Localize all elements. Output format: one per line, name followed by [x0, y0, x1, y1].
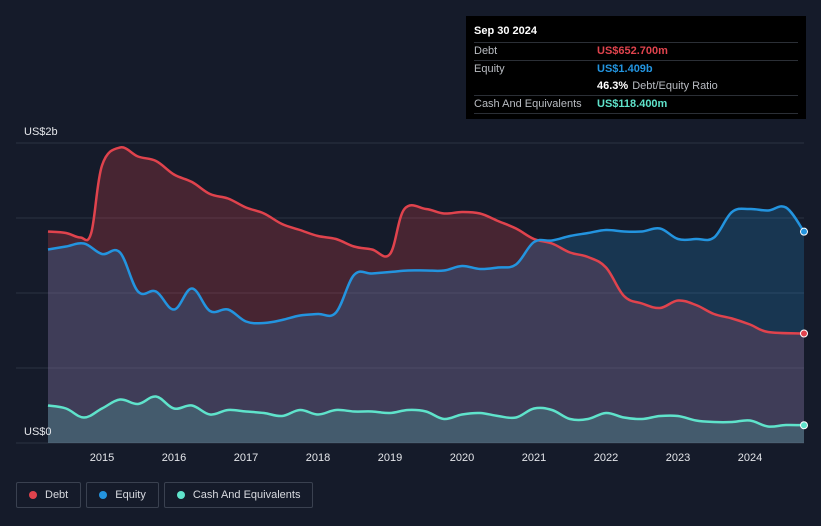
x-tick-2019: 2019: [378, 452, 402, 464]
tooltip-date: Sep 30 2024: [474, 25, 537, 37]
x-tick-2018: 2018: [306, 452, 330, 464]
hover-tooltip: Sep 30 2024 Debt US$652.700m Equity US$1…: [466, 16, 806, 119]
y-axis-bottom-label: US$0: [24, 426, 52, 438]
tooltip-ratio-label: Debt/Equity Ratio: [632, 80, 718, 92]
tooltip-ratio-value: 46.3%: [597, 80, 629, 92]
legend-cash-toggle[interactable]: Cash And Equivalents: [163, 482, 314, 508]
cash-and-equivalents-area: [48, 396, 804, 443]
debt-end-marker: [800, 329, 808, 338]
tooltip-debt-row: Debt US$652.700m: [474, 42, 798, 60]
tooltip-equity-value: US$1.409b: [597, 63, 653, 75]
legend-cash-label: Cash And Equivalents: [192, 489, 301, 501]
tooltip-debt-label: Debt: [474, 45, 498, 57]
cash-and-equivalents-end-marker: [800, 421, 808, 430]
series-lines: [47, 146, 806, 428]
tooltip-equity-label: Equity: [474, 63, 505, 75]
debt-area: [48, 147, 804, 443]
tooltip-cash-row: Cash And Equivalents US$118.400m: [474, 95, 798, 114]
x-tick-2017: 2017: [234, 452, 258, 464]
x-tick-2023: 2023: [666, 452, 690, 464]
chart-legend: Debt Equity Cash And Equivalents: [16, 482, 314, 508]
tooltip-cash-label: Cash And Equivalents: [474, 98, 582, 110]
y-axis-top-label: US$2b: [24, 126, 58, 138]
x-tick-2020: 2020: [450, 452, 474, 464]
tooltip-cash-value: US$118.400m: [597, 98, 668, 110]
x-tick-2021: 2021: [522, 452, 546, 464]
tooltip-equity-row: Equity US$1.409b: [474, 60, 798, 78]
debt-dot-icon: [29, 491, 37, 499]
end-markers: [800, 227, 808, 430]
legend-debt-label: Debt: [45, 489, 69, 501]
series-areas: [48, 147, 804, 443]
x-tick-2024: 2024: [738, 452, 762, 464]
legend-equity-label: Equity: [115, 489, 146, 501]
equity-dot-icon: [99, 491, 108, 499]
equity-area: [48, 206, 804, 443]
x-axis: 2015 2016 2017 2018 2019 2020 2021 2022 2023 2024: [90, 452, 762, 464]
tooltip-debt-value: US$652.700m: [597, 45, 668, 57]
x-tick-2022: 2022: [594, 452, 618, 464]
equity-line: [47, 205, 806, 325]
x-tick-2015: 2015: [90, 452, 114, 464]
legend-debt-toggle[interactable]: Debt: [16, 482, 82, 508]
x-tick-2016: 2016: [162, 452, 186, 464]
cash-dot-icon: [176, 491, 185, 499]
cash-and-equivalents-line: [47, 395, 805, 428]
tooltip-ratio-row: 46.3% Debt/Equity Ratio: [474, 78, 798, 95]
legend-equity-toggle[interactable]: Equity: [86, 482, 159, 508]
debt-line: [47, 146, 805, 335]
equity-end-marker: [800, 227, 808, 236]
